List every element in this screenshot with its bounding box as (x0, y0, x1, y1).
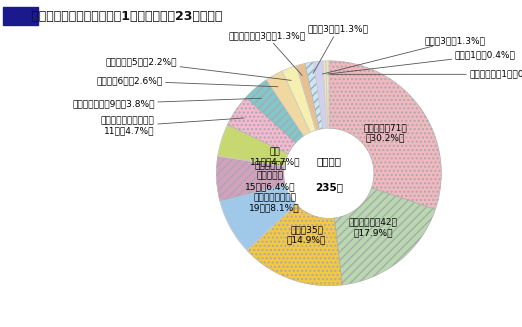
Wedge shape (334, 188, 435, 285)
Wedge shape (314, 61, 326, 129)
Wedge shape (246, 80, 304, 143)
Text: おぼれ1人（0.4%）: おぼれ1人（0.4%） (328, 51, 516, 74)
Text: 堕落・転落　42人
（17.9%）: 堕落・転落 42人 （17.9%） (348, 218, 397, 237)
Text: 激突され6人（2.6%）: 激突され6人（2.6%） (96, 77, 278, 87)
Wedge shape (266, 71, 310, 136)
Wedge shape (305, 62, 323, 129)
Text: 交通事故〔道路〕
19人（8.1%）: 交通事故〔道路〕 19人（8.1%） (250, 193, 300, 213)
Text: 死傷者数: 死傷者数 (316, 157, 341, 166)
Wedge shape (247, 204, 342, 286)
Wedge shape (218, 125, 288, 166)
Wedge shape (326, 61, 329, 128)
Wedge shape (296, 63, 319, 130)
Text: 武道訓練　71人
（30.2%）: 武道訓練 71人 （30.2%） (364, 123, 408, 142)
Text: 235人: 235人 (315, 182, 343, 192)
Text: 暴行等3人（1.3%）: 暴行等3人（1.3%） (307, 25, 369, 73)
Text: 動作の反動・
無理な動作
15人（6.4%）: 動作の反動・ 無理な動作 15人（6.4%） (245, 161, 295, 191)
Wedge shape (282, 66, 316, 132)
Text: 転倒　35人
（14.9%）: 転倒 35人 （14.9%） (287, 225, 326, 244)
Wedge shape (217, 156, 285, 201)
Text: 事故の型別死傷者数〔休業1日以上（平成23年度）〕: 事故の型別死傷者数〔休業1日以上（平成23年度）〕 (5, 10, 222, 23)
Text: 切れ・こすれ1人（0.4%）: 切れ・こすれ1人（0.4%） (330, 70, 522, 79)
Wedge shape (220, 184, 296, 250)
Text: 図5-2: 図5-2 (5, 10, 35, 23)
Text: はさまれ・巻き込まれ
11人（4.7%）: はさまれ・巻き込まれ 11人（4.7%） (101, 116, 244, 136)
Wedge shape (228, 97, 295, 154)
Wedge shape (329, 61, 441, 210)
Text: 飛来・落下5人（2.2%）: 飛来・落下5人（2.2%） (105, 58, 291, 80)
Wedge shape (323, 61, 328, 129)
Text: その他3人（1.3%）: その他3人（1.3%） (322, 36, 485, 74)
Text: 特殊危険災害3人（1.3%）: 特殊危険災害3人（1.3%） (229, 32, 305, 76)
Text: レク・スポーツ9人（3.8%）: レク・スポーツ9人（3.8%） (72, 98, 262, 108)
Text: 激突
11人（4.7%）: 激突 11人（4.7%） (250, 147, 300, 166)
